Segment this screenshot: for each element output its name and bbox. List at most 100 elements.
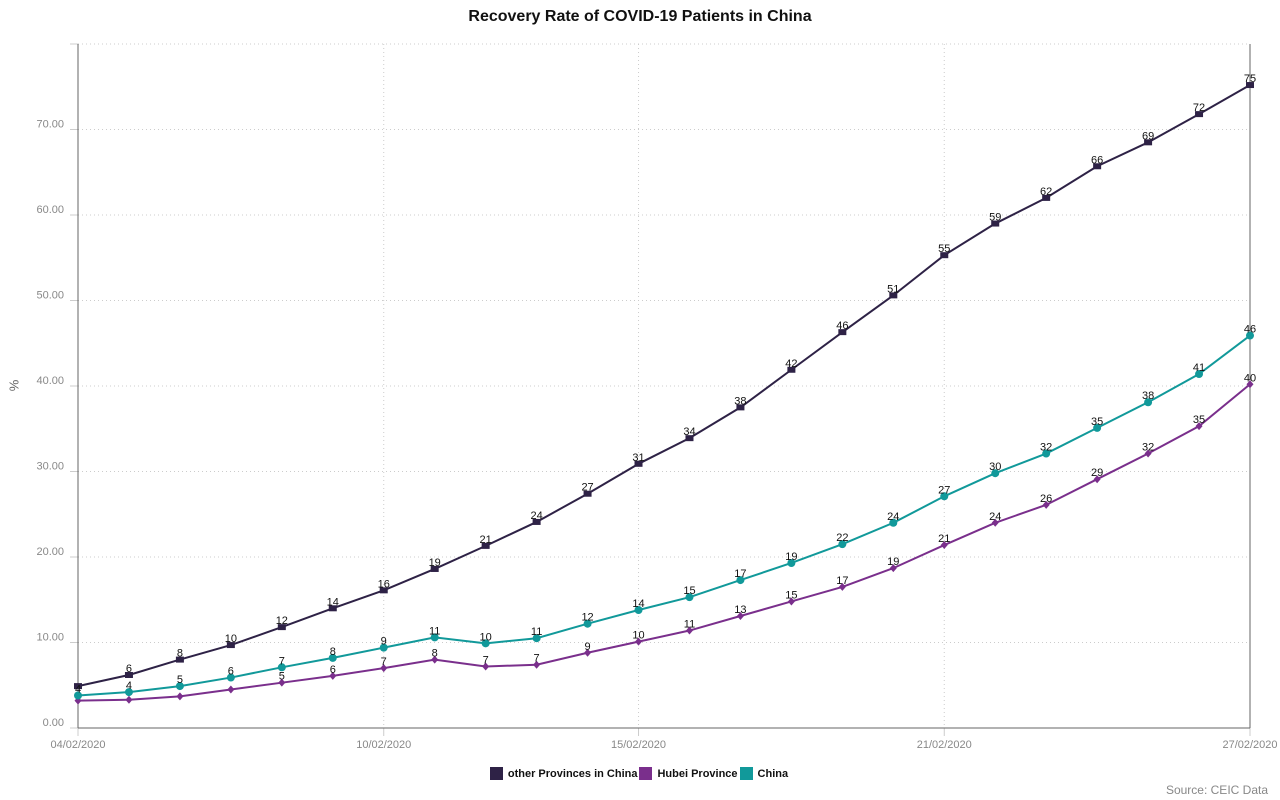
data-point-diamond-icon[interactable] (329, 671, 337, 680)
data-point-square-icon[interactable] (532, 518, 541, 525)
data-point-diamond-icon[interactable] (584, 648, 592, 657)
data-point-circle-icon[interactable] (379, 643, 388, 652)
source-note: Source: CEIC Data (1165, 783, 1268, 797)
data-label: 17 (734, 568, 746, 580)
data-point-circle-icon[interactable] (991, 469, 1000, 478)
data-point-diamond-icon[interactable] (1093, 475, 1101, 484)
data-point-circle-icon[interactable] (1195, 370, 1204, 379)
data-point-diamond-icon[interactable] (635, 637, 643, 646)
data-label: 8 (330, 646, 336, 658)
data-label: 11 (684, 619, 695, 631)
legend-item-china[interactable]: China (739, 767, 788, 780)
data-point-diamond-icon[interactable] (685, 626, 693, 635)
data-point-square-icon[interactable] (838, 329, 847, 336)
data-point-diamond-icon[interactable] (787, 597, 795, 606)
data-point-diamond-icon[interactable] (278, 678, 286, 687)
data-point-circle-icon[interactable] (226, 673, 235, 682)
series-line-china (77, 334, 1251, 697)
data-point-circle-icon[interactable] (328, 653, 337, 662)
data-point-circle-icon[interactable] (838, 540, 847, 549)
data-point-circle-icon[interactable] (634, 606, 643, 615)
data-point-diamond-icon[interactable] (125, 695, 133, 704)
data-point-diamond-icon[interactable] (889, 564, 897, 573)
data-point-diamond-icon[interactable] (736, 611, 744, 620)
data-point-diamond-icon[interactable] (1042, 500, 1050, 509)
data-label: 34 (683, 426, 695, 438)
data-point-circle-icon[interactable] (889, 518, 898, 527)
data-label: 19 (429, 557, 441, 569)
series-line-hubei-province (77, 383, 1251, 702)
data-point-square-icon[interactable] (736, 404, 745, 411)
data-point-square-icon[interactable] (379, 587, 388, 594)
data-point-circle-icon[interactable] (787, 558, 796, 567)
data-point-square-icon[interactable] (1144, 139, 1153, 146)
data-label: 19 (785, 551, 797, 563)
data-point-diamond-icon[interactable] (1195, 422, 1203, 431)
data-point-square-icon[interactable] (787, 366, 796, 373)
data-point-circle-icon[interactable] (1093, 423, 1102, 432)
data-label: 15 (683, 585, 695, 597)
data-point-square-icon[interactable] (685, 435, 694, 442)
data-point-circle-icon[interactable] (481, 639, 490, 648)
data-point-square-icon[interactable] (124, 671, 133, 678)
data-point-diamond-icon[interactable] (176, 692, 184, 701)
data-label: 6 (330, 664, 336, 676)
data-point-diamond-icon[interactable] (991, 518, 999, 527)
x-tick-label: 27/02/2020 (1222, 739, 1277, 751)
data-point-diamond-icon[interactable] (1144, 449, 1152, 458)
data-point-circle-icon[interactable] (124, 688, 133, 697)
data-point-diamond-icon[interactable] (482, 662, 490, 671)
data-point-circle-icon[interactable] (685, 593, 694, 602)
data-point-square-icon[interactable] (889, 292, 898, 299)
data-label: 7 (381, 656, 387, 668)
data-point-diamond-icon[interactable] (533, 660, 541, 669)
data-point-circle-icon[interactable] (430, 633, 439, 642)
legend-item-hubei[interactable]: Hubei Province (639, 767, 738, 780)
data-label: 26 (1040, 493, 1052, 505)
data-point-circle-icon[interactable] (175, 682, 184, 691)
legend-item-other-provinces[interactable]: other Provinces in China (489, 767, 637, 780)
data-label: 30 (989, 461, 1001, 473)
data-point-square-icon[interactable] (583, 490, 592, 497)
x-tick-label: 15/02/2020 (611, 739, 666, 751)
data-point-circle-icon[interactable] (1144, 398, 1153, 407)
y-tick-label: 40.00 (36, 375, 64, 387)
data-point-diamond-icon[interactable] (838, 582, 846, 591)
data-label: 35 (1091, 416, 1103, 428)
data-point-square-icon[interactable] (328, 605, 337, 612)
data-point-diamond-icon[interactable] (940, 541, 948, 550)
data-point-square-icon[interactable] (175, 656, 184, 663)
data-point-square-icon[interactable] (277, 624, 286, 631)
data-label: 27 (938, 484, 950, 496)
data-point-circle-icon[interactable] (74, 691, 82, 700)
data-point-square-icon[interactable] (226, 642, 235, 649)
data-label: 8 (432, 648, 438, 660)
data-point-diamond-icon[interactable] (380, 664, 388, 673)
data-point-square-icon[interactable] (1195, 111, 1204, 118)
data-point-diamond-icon[interactable] (227, 685, 235, 694)
data-label: 24 (887, 511, 899, 523)
data-point-square-icon[interactable] (1246, 82, 1254, 89)
data-point-circle-icon[interactable] (277, 663, 286, 672)
data-label: 4 (75, 684, 81, 696)
data-point-circle-icon[interactable] (736, 576, 745, 585)
data-point-circle-icon[interactable] (583, 619, 592, 628)
data-point-square-icon[interactable] (1042, 194, 1051, 201)
data-point-diamond-icon[interactable] (431, 655, 439, 664)
data-point-circle-icon[interactable] (940, 492, 949, 501)
data-point-square-icon[interactable] (991, 220, 1000, 227)
data-point-square-icon[interactable] (74, 683, 82, 690)
y-tick-label: 30.00 (36, 461, 64, 473)
data-point-circle-icon[interactable] (1042, 449, 1051, 458)
data-point-square-icon[interactable] (634, 460, 643, 467)
data-point-square-icon[interactable] (940, 252, 949, 259)
series-line-other-provinces-in-china (77, 84, 1251, 688)
data-point-circle-icon[interactable] (1246, 331, 1254, 340)
data-label: 6 (126, 663, 132, 675)
data-point-diamond-icon[interactable] (1246, 380, 1254, 389)
data-label: 38 (734, 395, 746, 407)
data-point-square-icon[interactable] (1093, 163, 1102, 170)
data-point-circle-icon[interactable] (532, 634, 541, 643)
data-point-square-icon[interactable] (481, 542, 490, 549)
data-point-square-icon[interactable] (430, 565, 439, 572)
